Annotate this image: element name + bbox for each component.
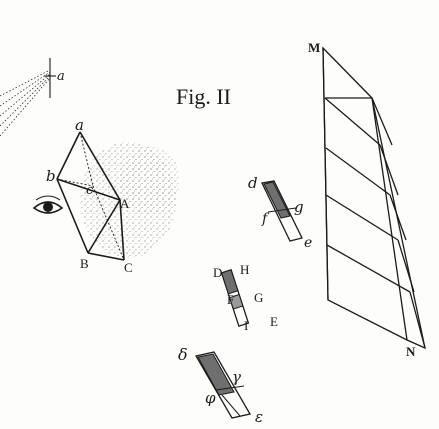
label-prism-a: a bbox=[75, 116, 84, 134]
label-mid-H: H bbox=[240, 262, 249, 277]
label-prism-c: c bbox=[86, 183, 94, 198]
eye-icon bbox=[32, 195, 64, 214]
label-a-small: a bbox=[57, 69, 65, 84]
label-mid-E: E bbox=[270, 314, 278, 329]
label-small-f: f bbox=[261, 211, 270, 227]
label-small-d: d bbox=[248, 174, 258, 192]
label-grid-M: M bbox=[308, 40, 320, 55]
projection-grid bbox=[322, 46, 426, 350]
label-mid-F: F bbox=[227, 292, 234, 307]
label-small-e: e bbox=[304, 235, 312, 251]
label-low-phi: φ bbox=[205, 389, 216, 407]
label-mid-I: I bbox=[244, 318, 248, 333]
lower-slit bbox=[194, 351, 252, 419]
prism-drawing bbox=[56, 131, 125, 261]
source-marker bbox=[44, 58, 56, 98]
label-prism-B: B bbox=[80, 256, 89, 271]
label-low-gamma: γ bbox=[232, 368, 241, 386]
label-prism-A: A bbox=[120, 196, 130, 211]
label-mid-D: D bbox=[213, 265, 222, 280]
figure-caption: Fig. II bbox=[176, 84, 231, 109]
small-slit bbox=[261, 180, 303, 242]
label-prism-C: C bbox=[124, 260, 133, 275]
label-prism-b: b bbox=[46, 167, 56, 185]
stipple-cloud-core bbox=[120, 146, 180, 214]
label-small-g: g bbox=[294, 198, 304, 216]
label-low-delta: δ bbox=[178, 345, 188, 364]
middle-slit bbox=[220, 269, 250, 327]
light-rays bbox=[0, 69, 51, 137]
label-grid-N: N bbox=[406, 344, 416, 359]
label-low-epsilon: ε bbox=[255, 408, 263, 426]
label-mid-G: G bbox=[254, 290, 263, 305]
